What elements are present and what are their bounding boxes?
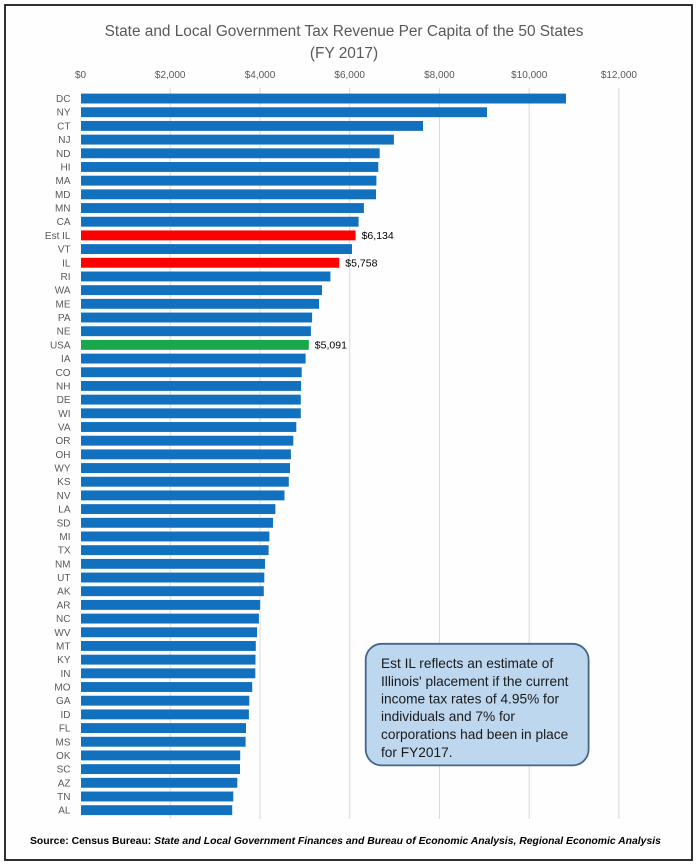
svg-text:VA: VA — [58, 422, 71, 433]
svg-text:IA: IA — [61, 354, 71, 365]
svg-text:RI: RI — [61, 272, 71, 283]
svg-text:IL: IL — [62, 258, 71, 269]
svg-text:TX: TX — [58, 546, 71, 557]
svg-text:AK: AK — [57, 587, 71, 598]
svg-text:SD: SD — [57, 518, 71, 529]
svg-text:(FY 2017): (FY 2017) — [310, 45, 378, 62]
svg-text:income tax rates of 4.95% for: income tax rates of 4.95% for — [381, 692, 559, 707]
svg-text:ND: ND — [56, 149, 70, 160]
svg-text:IN: IN — [61, 669, 71, 680]
svg-text:LA: LA — [58, 505, 71, 516]
svg-text:NV: NV — [57, 491, 71, 502]
svg-text:MN: MN — [55, 204, 71, 215]
svg-text:UT: UT — [57, 573, 70, 584]
svg-text:$12,000: $12,000 — [601, 70, 638, 81]
svg-text:$8,000: $8,000 — [424, 70, 455, 81]
svg-text:MA: MA — [56, 176, 71, 187]
svg-text:individuals and 7% for: individuals and 7% for — [381, 709, 515, 724]
svg-text:ME: ME — [56, 299, 71, 310]
svg-text:OK: OK — [56, 751, 71, 762]
svg-text:AZ: AZ — [58, 778, 71, 789]
svg-text:DC: DC — [56, 94, 70, 105]
svg-text:OH: OH — [56, 450, 71, 461]
svg-text:SC: SC — [57, 765, 71, 776]
svg-text:ID: ID — [61, 710, 71, 721]
svg-text:MT: MT — [56, 641, 70, 652]
svg-text:OR: OR — [56, 436, 71, 447]
svg-text:NY: NY — [57, 108, 71, 119]
svg-text:$4,000: $4,000 — [245, 70, 276, 81]
svg-text:WA: WA — [55, 286, 71, 297]
svg-text:MD: MD — [55, 190, 71, 201]
svg-text:WI: WI — [58, 409, 70, 420]
svg-text:VT: VT — [58, 245, 71, 256]
svg-text:FL: FL — [59, 724, 71, 735]
svg-text:State and Local Government Tax: State and Local Government Tax Revenue P… — [105, 23, 584, 40]
svg-text:USA: USA — [50, 340, 71, 351]
svg-text:DE: DE — [57, 395, 71, 406]
svg-text:MS: MS — [56, 737, 71, 748]
svg-text:KY: KY — [57, 655, 71, 666]
svg-text:KS: KS — [57, 477, 71, 488]
svg-text:TN: TN — [57, 792, 70, 803]
svg-text:AL: AL — [58, 806, 71, 817]
svg-text:MO: MO — [54, 683, 70, 694]
svg-text:NC: NC — [56, 614, 70, 625]
svg-text:$5,091: $5,091 — [315, 340, 347, 352]
svg-text:CA: CA — [57, 217, 71, 228]
svg-text:WV: WV — [54, 628, 70, 639]
svg-text:NE: NE — [57, 327, 71, 338]
svg-text:WY: WY — [54, 464, 70, 475]
svg-text:Est IL: Est IL — [45, 231, 71, 242]
svg-text:$10,000: $10,000 — [511, 70, 548, 81]
svg-text:AR: AR — [57, 600, 71, 611]
svg-text:$6,134: $6,134 — [362, 230, 394, 242]
svg-text:$0: $0 — [75, 70, 87, 81]
svg-text:for FY2017.: for FY2017. — [381, 745, 453, 760]
svg-text:Illinois' placement if the cur: Illinois' placement if the current — [381, 674, 569, 689]
svg-text:corporations had been in place: corporations had been in place — [381, 727, 568, 742]
svg-text:MI: MI — [59, 532, 70, 543]
svg-text:GA: GA — [56, 696, 71, 707]
svg-text:$6,000: $6,000 — [334, 70, 365, 81]
svg-text:CO: CO — [56, 368, 71, 379]
svg-text:HI: HI — [61, 162, 71, 173]
svg-text:NM: NM — [55, 559, 71, 570]
svg-text:NJ: NJ — [58, 135, 70, 146]
svg-text:Est IL reflects an estimate of: Est IL reflects an estimate of — [381, 656, 553, 671]
svg-text:$2,000: $2,000 — [155, 70, 186, 81]
svg-text:CT: CT — [57, 121, 70, 132]
svg-text:Source: Census Bureau: State a: Source: Census Bureau: State and Local G… — [30, 836, 661, 847]
svg-text:PA: PA — [58, 313, 71, 324]
svg-text:NH: NH — [56, 381, 70, 392]
svg-text:$5,758: $5,758 — [345, 258, 377, 270]
